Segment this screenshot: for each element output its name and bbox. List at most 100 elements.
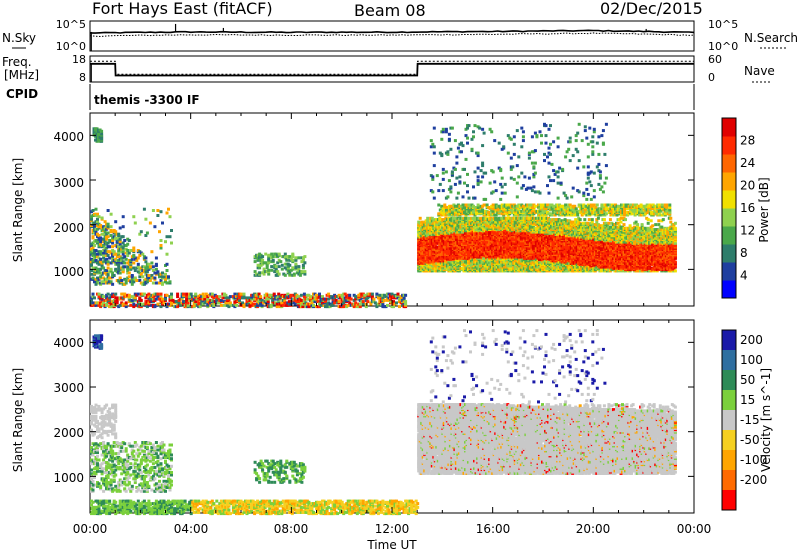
cpid-program: themis -3300 IF	[94, 93, 200, 107]
power-band-cell-1032	[459, 233, 463, 237]
date-label: 02/Dec/2015	[600, 0, 703, 18]
power-band-cell-319	[429, 219, 433, 223]
power-band-cell-2107	[504, 249, 508, 253]
power-band-cell-676	[444, 216, 448, 220]
beam-label: Beam 08	[354, 1, 426, 20]
freq-right-tick-top: 60	[708, 53, 722, 66]
freq-right-label: Nave	[744, 64, 775, 78]
power-band-cell-1374	[474, 258, 478, 262]
power-band-cell-2119	[504, 224, 508, 228]
power-band-cell-1392	[474, 228, 478, 232]
sky-series-1	[89, 32, 695, 38]
freq-left-label-2: [MHz]	[4, 68, 39, 82]
power-band-cell-3892	[578, 218, 582, 222]
power-band-cell-1389	[474, 233, 478, 237]
radar-title: Fort Hays East (fitACF)	[92, 0, 273, 18]
power-band-cell-1762	[489, 220, 493, 224]
sky-panel-frame	[89, 20, 695, 52]
sky-series-group	[89, 23, 695, 51]
power-band-cell-4837	[622, 223, 626, 227]
power-band-cell-109	[420, 220, 424, 224]
power-band-cell-1400	[474, 216, 478, 220]
sky-right-tick-top: 10^5	[708, 18, 738, 31]
power-band-cell-642	[444, 264, 448, 268]
freq-panel: Freq. [MHz] Nave 18 8 60 0	[2, 53, 775, 84]
sky-series-0	[89, 29, 695, 34]
power-band-cell-1755	[489, 230, 493, 234]
power-band-cell-2489	[519, 224, 523, 228]
power-band-cell-4560	[608, 218, 612, 222]
power-band-cell-645	[444, 259, 448, 263]
sky-panel: N.Sky N.Search 10^5 10^0 10^5 10^0	[2, 18, 798, 53]
power-band-cell-2117	[504, 229, 508, 233]
power-band-cell-305	[429, 243, 433, 247]
power-band-cell-4293	[596, 216, 600, 220]
freq-series-1	[90, 60, 694, 75]
power-band-cell-2472	[519, 246, 523, 250]
sky-left-tick-top: 10^5	[56, 18, 86, 31]
cpid-panel: CPID themis -3300 IF	[6, 84, 695, 110]
sky-left-label: N.Sky	[2, 31, 36, 45]
power-band-cell-1369	[474, 265, 478, 269]
power-band-cell-296	[429, 256, 433, 260]
power-band-cell-2112	[504, 240, 508, 244]
power-band-cell-1007	[459, 266, 463, 270]
power-band-cell-4425	[602, 218, 606, 222]
power-band-cell-1377	[474, 251, 478, 255]
power-band-cell-75	[418, 216, 422, 220]
power-band-cell-1367	[474, 269, 478, 273]
power-band-cell-1746	[489, 244, 493, 248]
power-band-cell-2098	[504, 264, 508, 268]
power-band-cell-1737	[489, 260, 493, 264]
power-band-cell-314	[429, 228, 433, 232]
power-band-cell-1735	[489, 265, 493, 269]
freq-left-tick-top: 18	[72, 53, 86, 66]
power-band-cell-4528	[607, 221, 611, 225]
power-panel: Slant Range [km] 4000 3000 2000 1000 282…	[11, 112, 771, 309]
power-band-cell-1745	[489, 246, 493, 250]
power-band-cell-2122	[504, 219, 508, 223]
freq-panel-frame	[89, 55, 695, 83]
sky-right-label: N.Search	[744, 31, 798, 45]
power-band-cell-299	[429, 251, 433, 255]
power-band-cell-2494	[519, 216, 523, 220]
power-band-cell-665	[444, 231, 448, 235]
power-band-cell-4100	[587, 218, 591, 222]
power-band-cell-2105	[504, 253, 508, 257]
power-band-cell-3996	[583, 218, 587, 222]
power-band-cell-252	[426, 216, 430, 220]
power-band-cell-652	[444, 249, 448, 253]
power-band-cell-1734	[489, 268, 493, 272]
power-band-cell-307	[429, 239, 433, 243]
freq-series-0	[90, 62, 694, 77]
power-band-cell-357	[430, 216, 434, 220]
power-band-cell-4869	[624, 218, 627, 222]
freq-series-group	[90, 60, 694, 82]
power-band-cell-1751	[489, 236, 493, 240]
power-band-cell-2123	[504, 216, 508, 220]
power-band-cell-2113	[504, 236, 508, 240]
freq-left-tick-bottom: 8	[79, 71, 86, 84]
power-data-group	[90, 122, 677, 309]
power-band-cell-320	[429, 216, 433, 220]
power-band-cell-2111	[504, 243, 508, 247]
power-band-cell-1387	[474, 238, 478, 242]
power-band-cell-2032	[501, 258, 505, 262]
power-band-cell-1037	[459, 225, 463, 229]
power-band-cell-1043	[459, 216, 463, 220]
power-band-cell-4165	[590, 218, 594, 222]
power-band-cell-1764	[489, 216, 493, 220]
power-band-cell-4779	[619, 216, 623, 220]
power-band-cell-1743	[489, 250, 493, 254]
sky-right-tick-bottom: 10^0	[708, 40, 738, 53]
freq-left-label-1: Freq.	[2, 55, 32, 69]
cpid-label: CPID	[6, 87, 38, 101]
freq-right-tick-bottom: 0	[708, 71, 715, 84]
power-band-cell-2101	[504, 259, 508, 263]
power-band-cell-2468	[519, 254, 523, 258]
power-band-cell-4778	[619, 220, 623, 224]
power-band-cell-2466	[519, 258, 523, 262]
sky-left-tick-bottom: 10^0	[56, 40, 86, 53]
power-band-cell-2118	[504, 226, 508, 230]
